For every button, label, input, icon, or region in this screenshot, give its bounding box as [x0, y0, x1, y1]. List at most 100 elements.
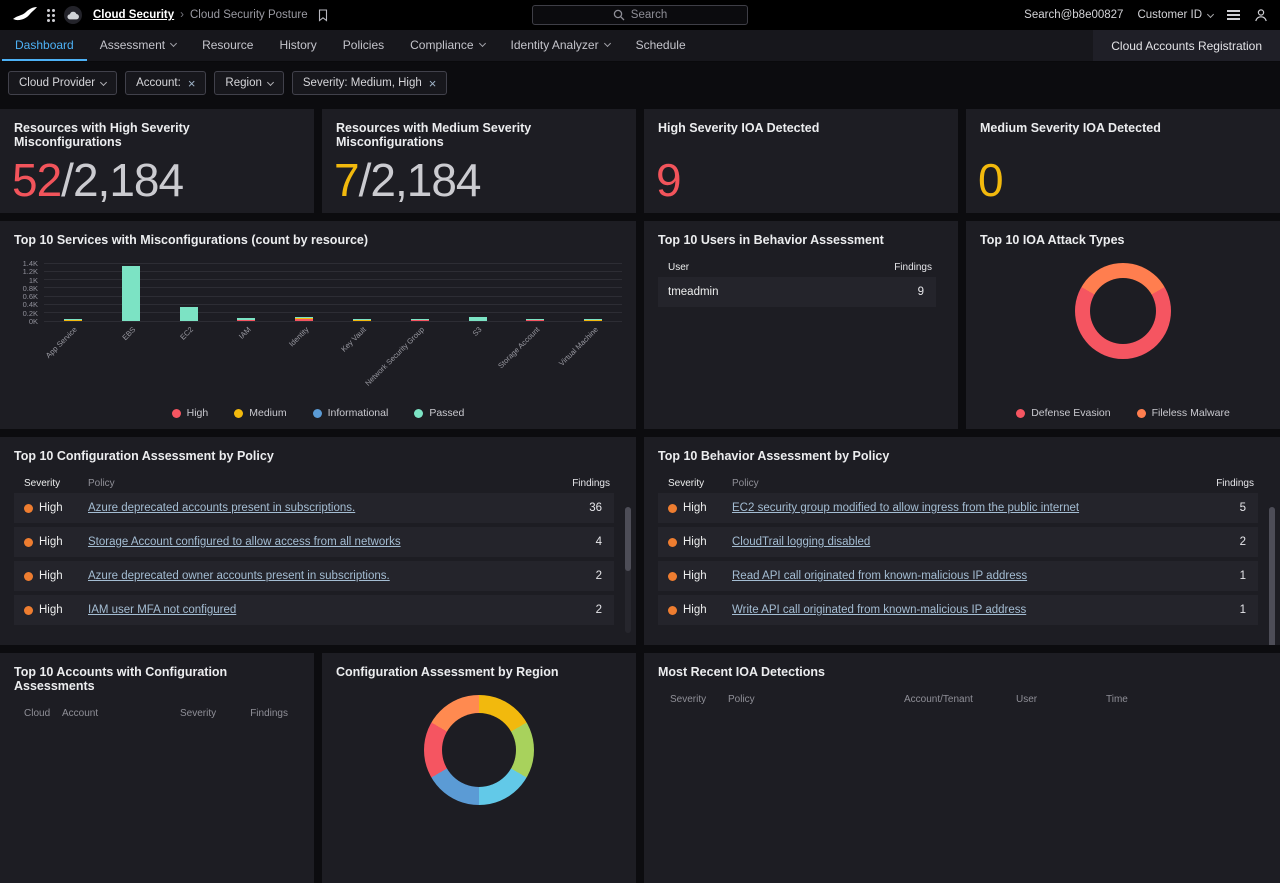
bar-ec2[interactable]	[179, 307, 198, 321]
bar-network-security-group[interactable]	[410, 320, 429, 321]
bar-app-service[interactable]	[63, 320, 82, 321]
legend-item: Medium	[234, 407, 287, 419]
stat-total: /2,184	[61, 154, 184, 206]
tab-compliance[interactable]: Compliance	[397, 30, 497, 61]
bookmark-icon[interactable]	[318, 8, 328, 22]
close-icon[interactable]: ×	[428, 75, 437, 91]
stat-total: /2,184	[358, 154, 482, 206]
hamburger-menu-icon[interactable]	[1227, 10, 1240, 20]
table-row: High Azure deprecated owner accounts pres…	[14, 561, 614, 591]
region-filter-dropdown[interactable]: Region	[214, 71, 284, 95]
card-title: Configuration Assessment by Region	[336, 665, 559, 679]
severity-cell: High	[658, 536, 732, 548]
column-header: Severity	[668, 477, 705, 489]
policy-link[interactable]: EC2 security group modified to allow ing…	[732, 502, 1080, 514]
bar-key-vault[interactable]	[352, 319, 371, 320]
stat-value[interactable]: 52	[12, 154, 62, 206]
tab-resource[interactable]: Resource	[202, 37, 254, 52]
x-axis-label: EC2	[178, 325, 195, 342]
y-axis-tick: 1K	[28, 275, 38, 285]
tab-dashboard[interactable]: Dashboard	[2, 30, 87, 61]
legend-item: Informational	[312, 407, 388, 419]
severity-high-icon	[668, 503, 677, 513]
bar-identity[interactable]	[295, 316, 314, 319]
severity-cell: High	[14, 604, 88, 616]
table-row: High IAM user MFA not configured 2	[14, 595, 614, 625]
severity-cell: High	[658, 570, 732, 582]
policy-link[interactable]: Read API call originated from known-mali…	[732, 570, 1028, 582]
column-header: Time	[1106, 693, 1128, 705]
policy-link[interactable]: IAM user MFA not configured	[88, 604, 237, 616]
bar-network-security-group[interactable]	[410, 319, 429, 320]
tab-schedule[interactable]: Schedule	[635, 37, 686, 52]
chevron-down-icon	[478, 39, 486, 48]
user-profile-icon[interactable]	[1254, 8, 1268, 22]
global-search-input[interactable]: Search	[532, 5, 748, 25]
accounts-config-assessments-card: Top 10 Accounts with Configuration Asses…	[0, 653, 314, 883]
policy-link[interactable]: CloudTrail logging disabled	[732, 536, 871, 548]
severity-cell: High	[658, 502, 732, 514]
stat-value-group: 0	[966, 157, 1280, 213]
bar-identity[interactable]	[295, 318, 314, 320]
tab-identity-analyzer[interactable]: Identity Analyzer	[498, 30, 623, 61]
stat-value[interactable]: 7	[334, 154, 360, 206]
region-donut-chart[interactable]	[424, 695, 534, 805]
cloud-module-icon[interactable]	[64, 6, 82, 24]
bar-iam[interactable]	[237, 317, 256, 320]
column-header: User	[668, 261, 690, 273]
policy-link[interactable]: Write API call originated from known-mal…	[732, 604, 1027, 616]
tab-assessment[interactable]: Assessment	[87, 30, 189, 61]
legend-label: Fileless Malware	[1151, 407, 1230, 419]
stat-value[interactable]: 9	[656, 154, 682, 206]
table-row: tmeadmin 9	[658, 277, 936, 307]
legend-item: Passed	[414, 407, 464, 419]
severity-filter-chip[interactable]: Severity: Medium, High ×	[291, 71, 448, 95]
column-header: Severity	[670, 693, 707, 705]
y-axis-tick: 0.4K	[22, 300, 38, 310]
tab-policies[interactable]: Policies	[342, 37, 385, 52]
bar-storage-account[interactable]	[526, 319, 545, 320]
bar-key-vault[interactable]	[352, 320, 371, 321]
stat-value[interactable]: 0	[978, 154, 1004, 206]
bar-identity[interactable]	[295, 319, 314, 321]
y-axis-tick: 0.8K	[22, 283, 38, 293]
y-axis-tick: 1.2K	[22, 267, 38, 277]
cloud-accounts-registration-button[interactable]: Cloud Accounts Registration	[1093, 30, 1280, 61]
cloud-provider-filter-dropdown[interactable]: Cloud Provider	[8, 71, 118, 95]
y-axis-tick: 0.2K	[22, 308, 38, 318]
bar-storage-account[interactable]	[526, 320, 545, 321]
close-icon[interactable]: ×	[187, 75, 196, 91]
bar-chart-legend: High Medium Informational Passed	[0, 407, 636, 419]
tab-history[interactable]: History	[279, 37, 317, 52]
breadcrumb-current-page: Cloud Security Posture	[190, 9, 308, 21]
legend-dot-icon	[1136, 408, 1146, 418]
bar-ebs[interactable]	[121, 265, 140, 321]
services-misconfigurations-chart-card: Top 10 Services with Misconfigurations (…	[0, 221, 636, 429]
bar-virtual-machine[interactable]	[584, 319, 603, 320]
app-switcher-icon[interactable]	[47, 8, 55, 22]
behavior-users-card: Top 10 Users in Behavior Assessment User…	[644, 221, 958, 429]
legend-dot-icon	[1016, 408, 1026, 418]
table-row: High Azure deprecated accounts present in…	[14, 493, 614, 523]
bar-app-service[interactable]	[63, 319, 82, 320]
severity-label: High	[683, 536, 707, 548]
user-cell[interactable]: tmeadmin	[668, 286, 719, 298]
scrollbar-thumb[interactable]	[1269, 507, 1275, 645]
top-bar: Cloud Security › Cloud Security Posture …	[0, 0, 1280, 30]
policy-link[interactable]: Azure deprecated owner accounts present …	[88, 570, 390, 582]
customer-id-menu[interactable]: Customer ID	[1137, 9, 1215, 21]
account-search-label[interactable]: Search@b8e00827	[1024, 9, 1124, 21]
chevron-down-icon	[100, 78, 108, 86]
account-filter-chip[interactable]: Account: ×	[125, 71, 207, 95]
bar-s3[interactable]	[468, 317, 487, 321]
ioa-donut-chart[interactable]	[1075, 263, 1171, 359]
breadcrumb-cloud-security[interactable]: Cloud Security	[93, 9, 175, 21]
bar-virtual-machine[interactable]	[584, 320, 603, 321]
scrollbar-thumb[interactable]	[625, 507, 631, 571]
falcon-logo-icon[interactable]	[12, 6, 38, 24]
bar-iam[interactable]	[237, 320, 256, 321]
policy-link[interactable]: Azure deprecated accounts present in sub…	[88, 502, 356, 514]
policy-link[interactable]: Storage Account configured to allow acce…	[88, 536, 401, 548]
legend-dot-icon	[312, 408, 322, 418]
x-axis-label: S3	[471, 325, 484, 338]
